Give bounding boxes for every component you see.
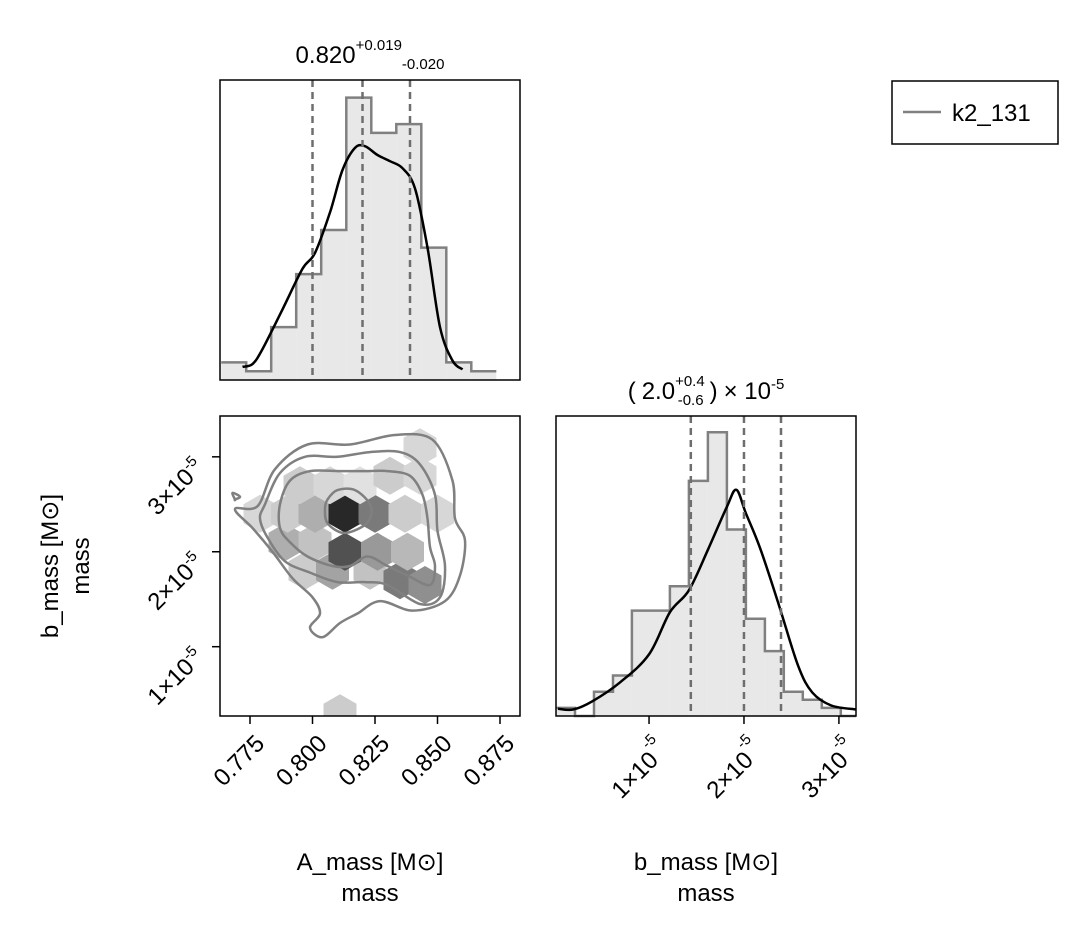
- b-mass-kde-curve: [557, 488, 857, 712]
- p3-histogram-bar: [802, 699, 822, 716]
- hexbin-cell: [343, 466, 377, 505]
- b-mass-axis-label: b_mass [M⊙]: [634, 849, 778, 876]
- b-mass-histogram-panel: 1×10-5 2×10-5 3×10-5 (2.0+0.4 -0.6) × 10-5: [555, 373, 863, 804]
- b-mass-histogram-frame: [555, 415, 857, 717]
- density-contour: [233, 432, 467, 639]
- p1-histogram-bar: [271, 327, 297, 380]
- a-mass-histogram-outline: [221, 96, 497, 373]
- a-mass-kde-curve: [242, 143, 464, 371]
- b-mass-tick-label: 1×10-5: [600, 731, 673, 804]
- density-contour: [258, 449, 447, 606]
- density-contour: [323, 487, 373, 535]
- hexbin-cell: [298, 523, 332, 562]
- hexbin-cell: [403, 456, 437, 495]
- hexbin-cell: [388, 494, 422, 533]
- b-mass-histogram-outline: [556, 430, 856, 718]
- a-mass-tick-label: 0.825: [334, 730, 396, 792]
- legend: k2_131: [891, 80, 1059, 145]
- b-mass-y-tick-label: 1×10-5: [141, 642, 209, 710]
- a-mass-tick-label: 0.775: [209, 730, 271, 792]
- legend-label: k2_131: [952, 100, 1031, 127]
- b-mass-summary-title: (2.0+0.4 -0.6) × 10-5: [628, 373, 785, 409]
- hexbin-cell: [383, 561, 417, 600]
- p3-histogram-bar: [821, 707, 841, 716]
- a-mass-tick-label: 0.800: [271, 730, 333, 792]
- p3-histogram-bar: [764, 651, 784, 716]
- a-mass-axis-sublabel: mass: [341, 880, 398, 907]
- p1-histogram-bar: [321, 230, 347, 380]
- b-mass-tick-label: 2×10-5: [695, 731, 768, 804]
- p3-histogram-bar: [650, 610, 670, 716]
- b-mass-y-tick-label: 3×10-5: [141, 453, 209, 521]
- b-mass-y-axis-label: b_mass [M⊙]: [37, 494, 64, 638]
- p1-histogram-bar: [471, 371, 497, 380]
- p3-histogram-bar: [669, 586, 689, 716]
- p3-histogram-bar: [726, 529, 746, 716]
- hexbin-cell: [313, 466, 347, 505]
- hexbin-cell: [323, 694, 357, 716]
- p3-histogram-bar: [688, 480, 708, 716]
- b-mass-y-tick-label: 2×10-5: [141, 547, 209, 615]
- a-mass-histogram-panel: 0.820+0.019-0.020: [219, 37, 521, 381]
- p3-histogram-bar: [707, 432, 727, 716]
- hexbin-cell: [373, 456, 407, 495]
- b-mass-y-axis-sublabel: mass: [68, 537, 95, 594]
- p1-histogram-bar: [346, 97, 372, 380]
- p3-histogram-bar: [745, 618, 765, 716]
- a-mass-summary-title: 0.820+0.019-0.020: [296, 37, 445, 73]
- p3-histogram-bar: [783, 691, 803, 716]
- hexbin-cell: [298, 494, 332, 533]
- hexbin-cell: [283, 466, 317, 505]
- joint-density-frame: [219, 415, 521, 717]
- p1-histogram-bar: [221, 362, 247, 380]
- p1-histogram-bar: [246, 371, 272, 380]
- p1-histogram-bar: [421, 247, 447, 380]
- b-mass-tick-label: 3×10-5: [790, 731, 863, 804]
- hexbin-cell: [328, 532, 362, 571]
- hexbin-cell: [328, 494, 362, 533]
- p1-histogram-bar: [296, 274, 322, 380]
- density-contour: [231, 491, 242, 502]
- a-mass-axis-label: A_mass [M⊙]: [297, 849, 444, 876]
- density-contour: [277, 469, 437, 587]
- p3-histogram-bar: [556, 707, 575, 716]
- a-mass-tick-label: 0.875: [459, 730, 521, 792]
- a-mass-tick-label: 0.850: [396, 730, 458, 792]
- joint-density-panel: 0.775 0.800 0.825 0.850 0.875 1×10-5 2×10-5 3×…: [141, 415, 521, 792]
- p1-histogram-bar: [446, 362, 472, 380]
- a-mass-histogram-frame: [219, 79, 521, 381]
- b-mass-axis-sublabel: mass: [677, 880, 734, 907]
- hexbin-cell: [391, 532, 424, 571]
- p1-histogram-bar: [371, 132, 397, 380]
- hexbin-cell: [361, 532, 394, 571]
